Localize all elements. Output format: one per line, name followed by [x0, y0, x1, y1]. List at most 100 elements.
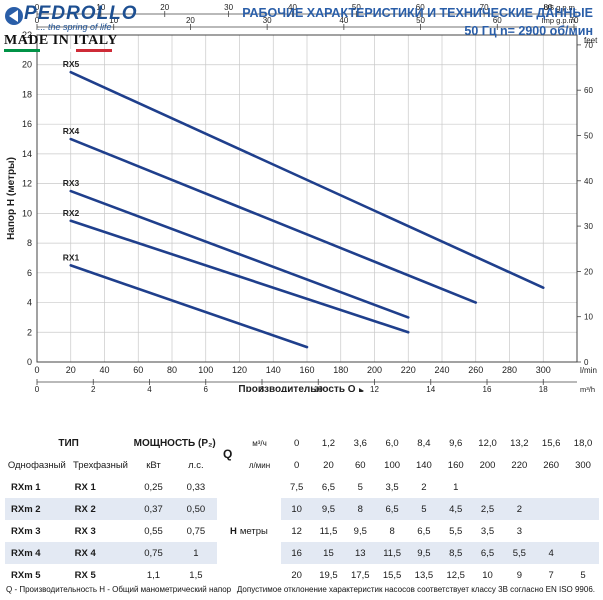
m3h-tick-label: 12	[370, 385, 379, 392]
feet-tick-label: 10	[584, 313, 593, 322]
head-value: 5,5	[449, 525, 463, 537]
head-value: 5,5	[512, 547, 526, 559]
head-value	[567, 542, 599, 564]
us-gpm-tick-label: 50	[352, 3, 361, 12]
m3h-tick-label: 8	[260, 385, 265, 392]
head-value: 5	[421, 503, 427, 515]
head-value: 5	[357, 481, 363, 493]
imp-gpm-tick-label: 0	[35, 16, 40, 25]
series-label-rx4: RX4	[63, 126, 80, 136]
imp-gpm-tick-label: 50	[416, 16, 425, 25]
y-tick-label: 6	[27, 268, 32, 278]
us-gpm-tick-label: 40	[288, 3, 297, 12]
table-row: RXm 2 RX 2 0,37 0,50 10 9,5 8 6,5 5 4,5 2,5 2	[5, 498, 599, 520]
table-row: RXm 3 RX 3 0,55 0,75 12 11,5 9,5 8 6,5 5,5 3,5 3	[5, 520, 599, 542]
power-kw: 0,75	[144, 547, 163, 559]
y-tick-label: 0	[27, 357, 32, 367]
us-gpm-unit: US g.p.m.	[544, 3, 577, 12]
q-lmin-1: 20	[323, 459, 334, 471]
q-m3h-7: 13,2	[510, 437, 529, 449]
imp-gpm-tick-label: 60	[493, 16, 502, 25]
single-phase-header: Однофазный	[7, 459, 66, 471]
imp-gpm-tick-label: 10	[109, 16, 118, 25]
x-unit-label: l/min	[580, 366, 597, 375]
head-value: 19,5	[319, 569, 338, 581]
three-phase-header: Трехфазный	[72, 459, 128, 471]
y-tick-label: 16	[22, 119, 32, 129]
head-value: 4	[548, 547, 554, 559]
brand-mark-icon	[5, 7, 23, 25]
three-phase-model: RX 5	[74, 569, 96, 581]
y-tick-label: 2	[27, 327, 32, 337]
imp-gpm-tick-label: 70	[570, 16, 579, 25]
m3h-unit: m³/h	[580, 385, 595, 392]
kw-header: кВт	[146, 459, 161, 471]
head-value: 15	[323, 547, 334, 559]
footer-legend: Q - Производительность H - Общий маномет…	[6, 585, 232, 594]
q-m3h-4: 8,4	[417, 437, 431, 449]
y-tick-label: 4	[27, 298, 32, 308]
imp-gpm-tick-label: 40	[339, 16, 348, 25]
q-m3h-9: 18,0	[573, 437, 593, 449]
power-kw: 0,25	[144, 481, 163, 493]
x-axis-title: Производительность Q	[238, 384, 355, 392]
head-value: 7	[548, 569, 554, 581]
us-gpm-tick-label: 0	[35, 3, 40, 12]
series-line-rx4	[69, 137, 478, 304]
head-value: 10	[291, 503, 302, 515]
head-value: 16	[291, 547, 302, 559]
x-tick-label: 200	[367, 365, 382, 375]
head-value: 3,5	[385, 481, 399, 493]
series-line-rx1	[69, 264, 309, 349]
mono-model: RXm 3	[11, 525, 41, 537]
q-m3h-6: 12,0	[478, 437, 497, 449]
m3h-tick-label: 0	[35, 385, 40, 392]
us-gpm-tick-label: 30	[224, 3, 233, 12]
head-value: 15,5	[382, 569, 402, 581]
hp-header: л.с.	[188, 459, 204, 471]
us-gpm-tick-label: 20	[160, 3, 169, 12]
x-tick-label: 100	[198, 365, 213, 375]
feet-unit: feet	[584, 36, 598, 45]
q-unit-lmin: л/мин	[248, 460, 271, 470]
head-value: 11,5	[319, 525, 338, 537]
performance-chart: 0 20 40 60 80 100 120 140 160 180 200 220 240 260 280 3…	[6, 3, 598, 395]
series-line-rx5	[69, 70, 545, 289]
head-value	[535, 520, 567, 542]
head-value: 4,5	[449, 503, 463, 515]
q-m3h-1: 1,2	[321, 437, 336, 449]
x-tick-label: 120	[232, 365, 247, 375]
made-in-italy: MADE IN ITALY	[4, 33, 118, 48]
q-lmin-5: 160	[447, 459, 464, 471]
head-value: 17,5	[351, 569, 370, 581]
m3h-tick-label: 14	[426, 385, 435, 392]
y-tick-label: 12	[22, 179, 32, 189]
head-value: 2	[421, 481, 427, 493]
q-lmin-8: 260	[543, 459, 560, 471]
series-line-rx2	[69, 219, 410, 334]
head-value: 8	[357, 503, 363, 515]
series-label-rx1: RX1	[63, 252, 80, 262]
three-phase-model: RX 1	[74, 481, 96, 493]
feet-tick-label: 40	[584, 177, 593, 186]
head-value: 5	[580, 569, 586, 581]
x-tick-label: 0	[34, 365, 39, 375]
head-value: 8,5	[449, 547, 463, 559]
y-axis-title: Напор H (метры)	[6, 157, 17, 240]
plot-frame	[36, 34, 578, 363]
head-value	[567, 520, 599, 542]
series-line-rx3	[69, 189, 410, 319]
footer-tolerance: Допустимое отклонение характеристик насо…	[236, 585, 595, 594]
flag-green	[4, 49, 40, 52]
power-kw: 0,37	[144, 503, 163, 515]
power-header: МОЩНОСТЬ (P₂)	[133, 437, 216, 449]
power-hp: 0,75	[186, 525, 206, 537]
m3h-tick-label: 16	[483, 385, 492, 392]
x-tick-label: 60	[133, 365, 143, 375]
imp-gpm-tick-label: 30	[263, 16, 272, 25]
brand-tagline: ... the spring of life	[38, 22, 112, 32]
h-header-label: H	[230, 525, 237, 537]
x-tick-label: 220	[401, 365, 416, 375]
head-value: 8	[389, 525, 395, 537]
